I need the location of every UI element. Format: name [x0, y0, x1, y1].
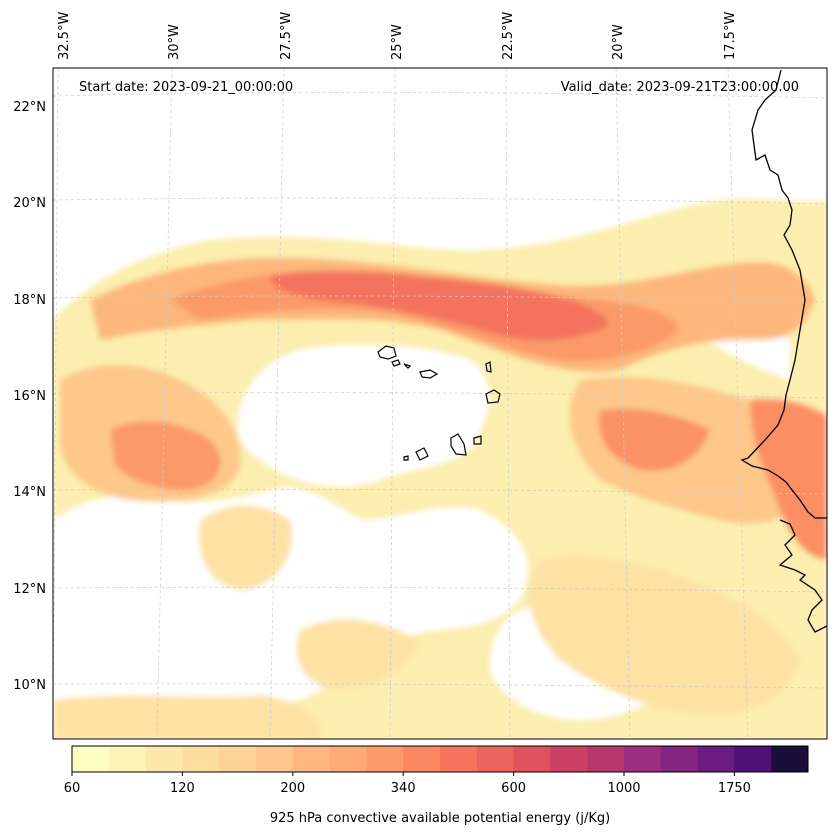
- colorbar-tick-label: 200: [280, 781, 305, 796]
- colorbar-border: [71, 745, 809, 773]
- colorbar-tick-label: 600: [501, 781, 526, 796]
- colorbar-tick-label: 340: [391, 781, 416, 796]
- lat-label: 20°N: [13, 196, 46, 211]
- colorbar-swatch: [366, 746, 404, 772]
- colorbar-swatch: [660, 746, 699, 772]
- colorbar-swatch: [403, 746, 441, 772]
- colorbar-swatch: [440, 746, 478, 772]
- colorbar-swatch: [734, 746, 772, 772]
- colorbar-swatch: [182, 746, 220, 772]
- colorbar-swatch: [513, 746, 551, 772]
- colorbar-swatch: [145, 746, 183, 772]
- colorbar-swatch: [219, 746, 257, 772]
- lon-label: 20°W: [611, 24, 626, 60]
- lat-label: 18°N: [13, 293, 46, 308]
- lat-label: 22°N: [13, 100, 46, 115]
- colorbar-tick-label: 1000: [607, 781, 640, 796]
- lon-label: 25°W: [390, 24, 405, 60]
- colorbar-swatch: [476, 746, 515, 772]
- colorbar-swatch: [256, 746, 294, 772]
- colorbar-tick-label: 60: [64, 781, 81, 796]
- lat-label: 14°N: [13, 485, 46, 500]
- gridlines: [53, 68, 827, 739]
- colorbar-swatch: [771, 746, 809, 772]
- colorbar-swatch: [72, 746, 110, 772]
- lon-label: 27.5°W: [279, 12, 294, 60]
- start-date-label: Start date: 2023-09-21_00:00:00: [79, 80, 293, 95]
- lat-label: 12°N: [13, 582, 46, 597]
- colorbar-swatch: [292, 746, 331, 772]
- colorbar-ticks: 60 120 200 340 600 1000 1750: [64, 772, 751, 796]
- colorbar-swatch: [329, 746, 367, 772]
- coastline-south: [778, 519, 827, 633]
- colorbar-swatch: [108, 746, 147, 772]
- colorbar-tick-label: 120: [170, 781, 195, 796]
- lon-label: 22.5°W: [501, 12, 516, 60]
- cape-field: [53, 68, 827, 739]
- colorbar: 60 120 200 340 600 1000 1750 925 hPa convectiv…: [64, 745, 809, 826]
- longitude-labels: 32.5°W 30°W 27.5°W 25°W 22.5°W 20°W 17.5…: [57, 12, 738, 60]
- colorbar-swatch: [624, 746, 662, 772]
- colorbar-swatch: [697, 746, 735, 772]
- lat-label: 10°N: [13, 678, 46, 693]
- lon-label: 32.5°W: [57, 12, 72, 60]
- lon-label: 17.5°W: [723, 12, 738, 60]
- cape-verde-islands: [377, 345, 501, 461]
- colorbar-swatches: [72, 746, 809, 772]
- latitude-labels: 22°N 20°N 18°N 16°N 14°N 12°N 10°N: [13, 100, 46, 693]
- colorbar-label: 925 hPa convective available potential e…: [270, 811, 610, 826]
- colorbar-swatch: [550, 746, 588, 772]
- map-border: [52, 67, 828, 740]
- lon-label: 30°W: [167, 24, 182, 60]
- lat-label: 16°N: [13, 389, 46, 404]
- valid-date-label: Valid_date: 2023-09-21T23:00:00.00: [561, 80, 799, 95]
- colorbar-swatch: [587, 746, 625, 772]
- colorbar-tick-label: 1750: [718, 781, 751, 796]
- coastline: [740, 69, 827, 519]
